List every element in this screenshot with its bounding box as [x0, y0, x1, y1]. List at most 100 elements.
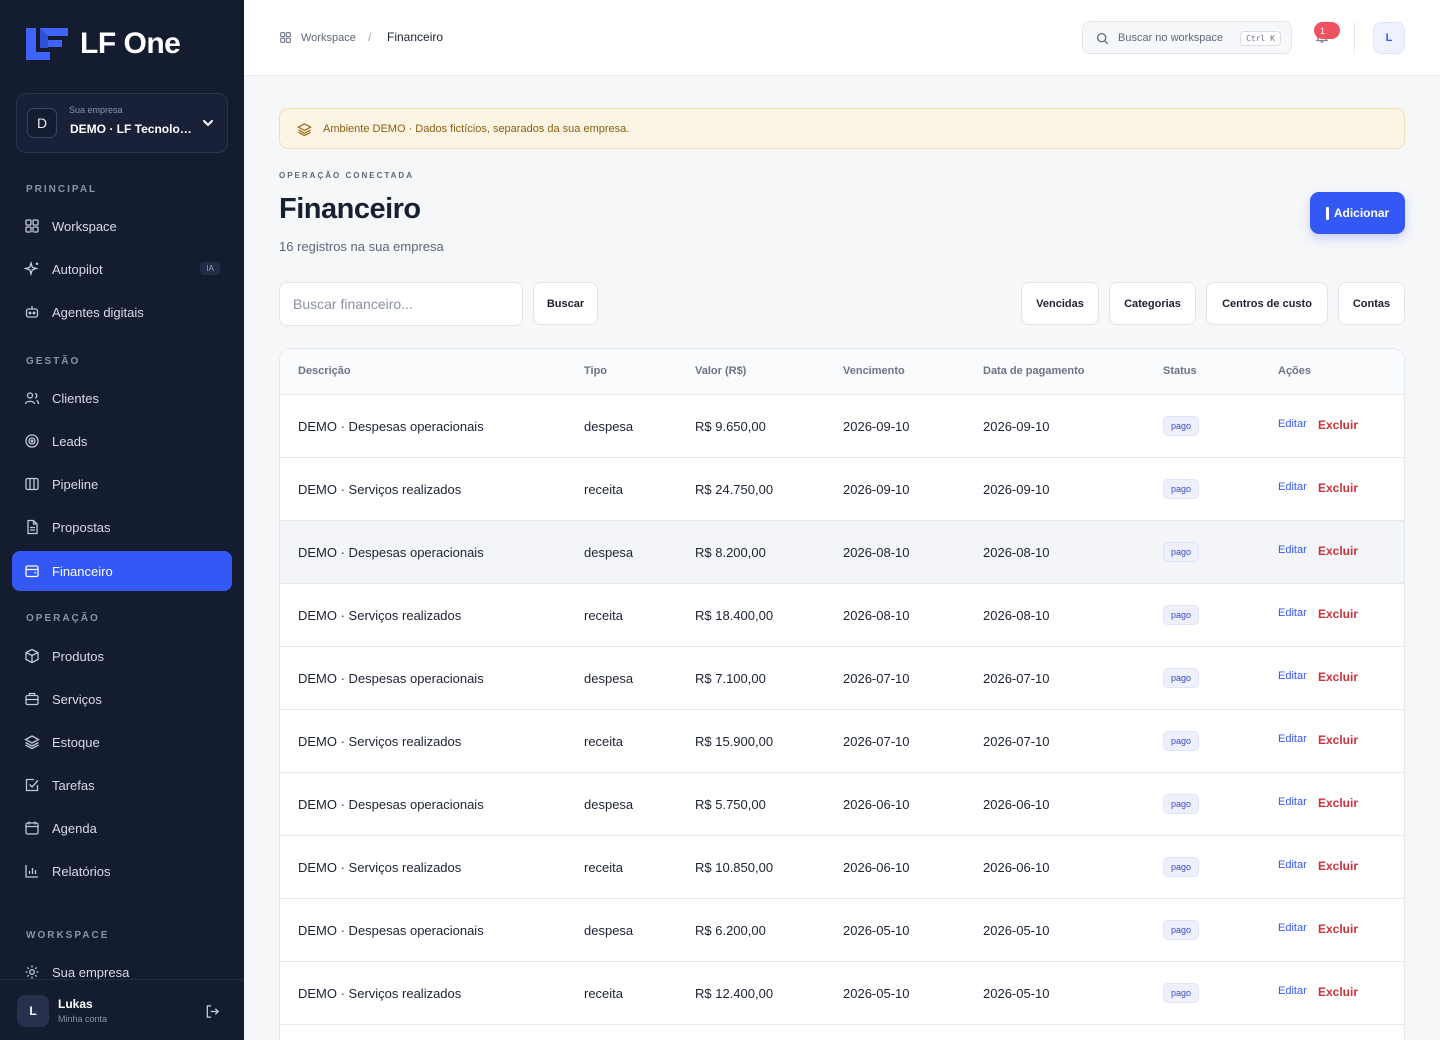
delete-button[interactable]: Excluir [1318, 418, 1359, 432]
user-avatar[interactable]: L [17, 995, 49, 1027]
edit-button[interactable]: Editar [1278, 796, 1307, 808]
edit-button[interactable]: Editar [1278, 418, 1307, 430]
sidebar-item-agentes-digitais[interactable]: Agentes digitais [12, 292, 232, 332]
sidebar-item-label: Clientes [52, 390, 99, 406]
search-button[interactable]: Buscar [533, 282, 598, 325]
topbar: Workspace / Financeiro Buscar no workspa… [244, 0, 1440, 76]
sidebar-item-label: Agentes digitais [52, 304, 144, 320]
delete-button[interactable]: Excluir [1318, 544, 1359, 558]
edit-button[interactable]: Editar [1278, 922, 1307, 934]
sidebar-item-servicos[interactable]: Serviços [12, 679, 232, 719]
sidebar-item-propostas[interactable]: Propostas [12, 507, 232, 547]
cell-descricao: DEMO · Despesas operacionais [298, 923, 484, 938]
column-header[interactable]: Valor (R$) [695, 365, 747, 377]
notification-badge[interactable]: 1 [1314, 22, 1340, 39]
user-name: Lukas [58, 997, 93, 1011]
table-row[interactable]: DEMO · Despesas operacionais despesa R$ … [280, 521, 1404, 584]
sidebar-item-produtos[interactable]: Produtos [12, 636, 232, 676]
plus-icon [1325, 206, 1329, 220]
company-name: DEMO · LF Tecnologia [70, 122, 192, 136]
brand-logo[interactable]: LF One [24, 26, 181, 62]
status-badge: pago [1163, 605, 1200, 625]
company-avatar: D [27, 108, 57, 138]
cell-tipo: despesa [584, 545, 634, 560]
column-header[interactable]: Ações [1278, 365, 1312, 377]
table-row[interactable]: DEMO · Despesas operacionais despesa R$ … [280, 395, 1404, 458]
sidebar-item-relatorios[interactable]: Relatórios [12, 851, 232, 891]
column-header[interactable]: Vencimento [843, 365, 905, 377]
sidebar-item-label: Propostas [52, 519, 111, 535]
cell-vencimento: 2026-05-10 [843, 986, 910, 1001]
cell-pagamento: 2026-05-10 [983, 986, 1050, 1001]
users-icon [24, 392, 40, 405]
cell-descricao: DEMO · Despesas operacionais [298, 797, 484, 812]
sidebar-item-workspace[interactable]: Workspace [12, 206, 232, 246]
centros-de-custo-button[interactable]: Centros de custo [1206, 282, 1328, 325]
column-header[interactable]: Tipo [584, 365, 608, 377]
cell-descricao: DEMO · Serviços realizados [298, 734, 462, 749]
sidebar-item-sua-empresa[interactable]: Sua empresa [12, 952, 232, 992]
sidebar-item-tarefas[interactable]: Tarefas [12, 765, 232, 805]
cell-descricao: DEMO · Despesas operacionais [298, 671, 484, 686]
cell-valor: R$ 18.400,00 [695, 608, 774, 623]
table-row[interactable]: DEMO · Serviços realizados receita R$ 10… [280, 836, 1404, 899]
table-row[interactable]: DEMO · Serviços realizados receita R$ 12… [280, 962, 1404, 1025]
wallet-icon [25, 565, 39, 578]
sidebar-item-autopilot[interactable]: Autopilot IA [12, 249, 232, 289]
sidebar-item-financeiro[interactable]: Financeiro [12, 551, 232, 591]
sidebar-item-pipeline[interactable]: Pipeline [12, 464, 232, 504]
vencidas-button[interactable]: Vencidas [1021, 282, 1099, 325]
add-button[interactable]: Adicionar [1310, 192, 1405, 234]
topbar-avatar[interactable]: L [1373, 22, 1405, 54]
breadcrumb-workspace[interactable]: Workspace [301, 32, 356, 44]
edit-button[interactable]: Editar [1278, 670, 1307, 682]
delete-button[interactable]: Excluir [1318, 859, 1359, 873]
cell-valor: R$ 10.850,00 [695, 860, 774, 875]
delete-button[interactable]: Excluir [1318, 670, 1359, 684]
cell-tipo: receita [584, 482, 624, 497]
contas-button[interactable]: Contas [1338, 282, 1405, 325]
table-row[interactable]: DEMO · Serviços realizados receita R$ 15… [280, 710, 1404, 773]
cell-pagamento: 2026-09-10 [983, 419, 1050, 434]
cell-pagamento: 2026-05-10 [983, 923, 1050, 938]
column-header[interactable]: Data de pagamento [983, 365, 1085, 377]
sidebar-item-clientes[interactable]: Clientes [12, 378, 232, 418]
table-row[interactable]: DEMO · Despesas operacionais despesa R$ … [280, 647, 1404, 710]
edit-button[interactable]: Editar [1278, 481, 1307, 493]
cell-tipo: receita [584, 860, 624, 875]
column-header[interactable]: Status [1163, 365, 1197, 377]
status-badge: pago [1163, 731, 1200, 751]
delete-button[interactable]: Excluir [1318, 922, 1359, 936]
edit-button[interactable]: Editar [1278, 985, 1307, 997]
company-switcher[interactable]: D Sua empresa DEMO · LF Tecnologia [16, 93, 228, 153]
workspace-search[interactable]: Buscar no workspace Ctrl K [1082, 21, 1292, 54]
table-row[interactable]: DEMO · Serviços realizados receita R$ 24… [280, 458, 1404, 521]
table-row[interactable]: DEMO · Serviços realizados receita R$ 18… [280, 584, 1404, 647]
categorias-button[interactable]: Categorias [1109, 282, 1196, 325]
edit-button[interactable]: Editar [1278, 607, 1307, 619]
edit-button[interactable]: Editar [1278, 733, 1307, 745]
table-row[interactable]: DEMO · Despesas operacionais despesa R$ … [280, 773, 1404, 836]
package-icon [25, 648, 39, 664]
add-button-label: Adicionar [1333, 206, 1390, 220]
delete-button[interactable]: Excluir [1318, 607, 1359, 621]
column-header[interactable]: Descrição [298, 365, 351, 377]
sidebar-item-estoque[interactable]: Estoque [12, 722, 232, 762]
table-row[interactable]: DEMO · Despesas operacionais despesa R$ … [280, 899, 1404, 962]
financeiro-search-input[interactable] [279, 282, 523, 326]
delete-button[interactable]: Excluir [1318, 796, 1359, 810]
delete-button[interactable]: Excluir [1318, 733, 1359, 747]
cell-tipo: despesa [584, 797, 634, 812]
user-account-link[interactable]: Minha conta [58, 1014, 108, 1024]
cell-vencimento: 2026-09-10 [843, 482, 910, 497]
cell-valor: R$ 7.100,00 [695, 671, 766, 686]
edit-button[interactable]: Editar [1278, 859, 1307, 871]
delete-button[interactable]: Excluir [1318, 481, 1359, 495]
file-icon [27, 519, 38, 535]
delete-button[interactable]: Excluir [1318, 985, 1359, 999]
logout-icon[interactable] [205, 1004, 220, 1019]
sidebar-item-agenda[interactable]: Agenda [12, 808, 232, 848]
sidebar-item-leads[interactable]: Leads [12, 421, 232, 461]
edit-button[interactable]: Editar [1278, 544, 1307, 556]
section-title-operacao: OPERAÇÃO [26, 613, 100, 624]
